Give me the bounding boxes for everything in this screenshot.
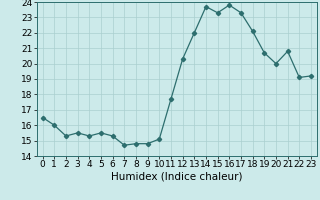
X-axis label: Humidex (Indice chaleur): Humidex (Indice chaleur) xyxy=(111,172,243,182)
